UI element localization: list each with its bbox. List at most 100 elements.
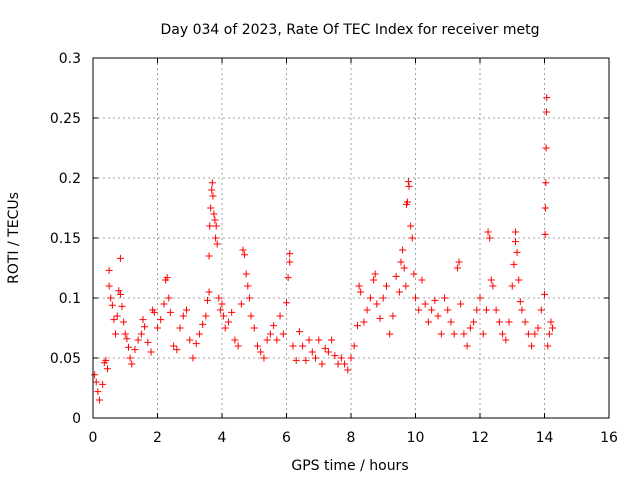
x-tick-label: 12 — [471, 430, 489, 446]
data-point — [154, 324, 161, 332]
y-tick-label: 0.1 — [59, 291, 81, 307]
data-point — [263, 336, 271, 344]
data-point — [541, 230, 549, 238]
data-point — [128, 360, 136, 368]
data-point — [231, 336, 239, 344]
y-tick-label: 0.15 — [50, 231, 81, 247]
data-point — [376, 314, 384, 322]
data-point — [447, 318, 455, 326]
x-tick-label: 0 — [89, 430, 98, 446]
data-point — [199, 320, 207, 328]
data-point — [410, 270, 418, 278]
data-point — [286, 258, 294, 266]
data-point — [513, 248, 521, 256]
data-point — [312, 354, 320, 362]
data-point — [489, 282, 497, 290]
data-point — [437, 330, 445, 338]
data-point — [392, 272, 400, 280]
data-point — [534, 324, 542, 332]
data-point — [247, 312, 255, 320]
data-point — [113, 312, 121, 320]
data-point — [266, 330, 274, 338]
data-point — [108, 301, 116, 309]
data-point — [397, 258, 405, 266]
data-point — [170, 342, 178, 350]
data-point — [455, 258, 463, 266]
data-point — [244, 282, 252, 290]
data-point — [192, 340, 200, 348]
data-point — [545, 330, 553, 338]
data-point — [486, 234, 494, 242]
data-point — [408, 234, 416, 242]
data-point — [208, 186, 216, 194]
y-tick-label: 0.25 — [50, 111, 81, 127]
data-point — [183, 306, 191, 314]
data-point — [166, 308, 174, 316]
data-point — [205, 288, 213, 296]
data-point — [239, 246, 247, 254]
data-point — [144, 338, 152, 346]
data-point — [484, 228, 492, 236]
x-tick-label: 14 — [536, 430, 554, 446]
y-tick-label: 0 — [72, 411, 81, 427]
data-point — [353, 322, 361, 330]
data-point — [302, 356, 310, 364]
data-point — [92, 378, 100, 386]
data-point — [260, 354, 268, 362]
data-point — [273, 336, 281, 344]
data-point — [131, 346, 139, 354]
data-point — [453, 264, 461, 272]
data-point — [215, 294, 223, 302]
data-point — [163, 274, 171, 282]
data-point — [421, 300, 429, 308]
data-point — [363, 306, 371, 314]
data-point — [482, 306, 490, 314]
data-point — [412, 294, 419, 302]
data-point — [495, 318, 503, 326]
data-point — [528, 342, 536, 350]
data-point — [355, 282, 363, 290]
data-point — [283, 299, 290, 307]
data-point — [292, 356, 300, 364]
data-point — [308, 348, 316, 356]
data-point — [270, 322, 278, 330]
data-point — [521, 318, 529, 326]
data-point — [176, 324, 184, 332]
data-point — [499, 330, 507, 338]
data-point — [207, 204, 215, 212]
data-point — [434, 312, 442, 320]
x-tick-label: 16 — [600, 430, 618, 446]
data-point — [221, 324, 229, 332]
data-point — [400, 264, 408, 272]
data-point — [431, 296, 439, 304]
data-point — [116, 254, 124, 262]
data-point — [424, 318, 432, 326]
data-point — [257, 348, 265, 356]
data-point — [112, 330, 120, 338]
data-point — [289, 342, 297, 350]
data-point — [315, 336, 323, 344]
data-point — [286, 250, 294, 258]
data-point — [110, 316, 118, 324]
data-point — [487, 276, 495, 284]
data-point — [250, 324, 258, 332]
x-tick-label: 10 — [407, 430, 425, 446]
data-point — [542, 108, 550, 116]
data-point — [141, 323, 149, 331]
data-point — [203, 296, 211, 304]
data-point — [402, 282, 410, 290]
data-point — [237, 300, 245, 308]
data-point — [441, 294, 449, 302]
data-point — [542, 144, 550, 152]
x-tick-label: 6 — [282, 430, 291, 446]
data-point — [324, 348, 332, 356]
grid-lines — [93, 58, 609, 418]
data-point — [121, 330, 129, 338]
data-point — [457, 300, 465, 308]
data-point — [118, 302, 126, 310]
data-point — [115, 287, 123, 295]
data-point — [218, 300, 226, 308]
data-point — [245, 294, 253, 302]
data-point — [105, 282, 113, 290]
